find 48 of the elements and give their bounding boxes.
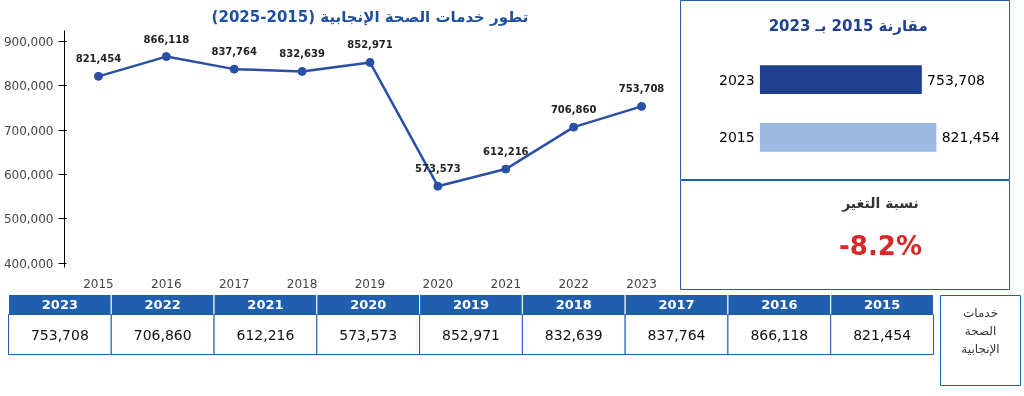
x-tick-label: 2022 (558, 276, 589, 291)
y-tick-label: 900,000 (3, 35, 54, 50)
category-label: 2022 (144, 297, 181, 312)
data-label: 852,971 (347, 39, 393, 51)
category-label: 2015 (864, 297, 901, 312)
y-tick-label: 500,000 (3, 212, 54, 227)
category-label: 2016 (761, 297, 798, 312)
data-label: 753,708 (618, 83, 665, 95)
data-label: 832,639 (279, 48, 325, 60)
y-tick-label: 400,000 (3, 256, 54, 271)
x-tick-label: 2015 (83, 276, 114, 291)
text: خدمات الصحة الإنجابية (961, 305, 1000, 356)
y-tick-label: 700,000 (3, 123, 54, 138)
text: نسبة التغير (841, 194, 919, 212)
x-tick-label: 2021 (490, 276, 522, 291)
category-label: 2017 (658, 297, 695, 312)
text: -8.2% (839, 230, 922, 261)
x-tick-label: 2018 (286, 276, 318, 291)
text: 837,764 (647, 326, 706, 343)
text: 753,708 (30, 326, 89, 343)
category-label: 2018 (555, 297, 592, 312)
x-tick-label: 2020 (422, 276, 454, 291)
data-label: 706,860 (550, 104, 597, 116)
category-label: 2023 (41, 297, 78, 312)
x-tick-label: 2019 (354, 276, 386, 291)
x-tick-label: 2023 (626, 276, 657, 291)
text: 573,573 (339, 326, 398, 343)
data-label: 753,708 (927, 71, 986, 88)
data-label: 821,454 (941, 129, 1000, 146)
text: 866,118 (750, 326, 809, 343)
chart-title: مقارنة 2015 بـ 2023 (768, 16, 928, 35)
x-tick-label: 2017 (218, 276, 250, 291)
x-tick-label: 2016 (151, 276, 182, 291)
data-label: 821,454 (75, 53, 122, 65)
category-label: 2019 (452, 297, 490, 312)
text: 821,454 (853, 326, 912, 343)
chart-title: تطور خدمات الصحة الإنجابية (2015-2025) (211, 7, 529, 26)
text: 852,971 (442, 326, 500, 343)
category-label: 2021 (247, 297, 284, 312)
data-label: 866,118 (143, 33, 190, 45)
data-label: 837,764 (211, 46, 258, 58)
y-tick-label: 600,000 (3, 167, 54, 182)
text: 832,639 (544, 326, 603, 343)
text: 612,216 (236, 326, 295, 343)
y-tick-label: 800,000 (3, 79, 54, 94)
data-label: 612,216 (483, 146, 529, 158)
text: 706,860 (133, 326, 192, 343)
category-label: 2020 (350, 297, 387, 312)
